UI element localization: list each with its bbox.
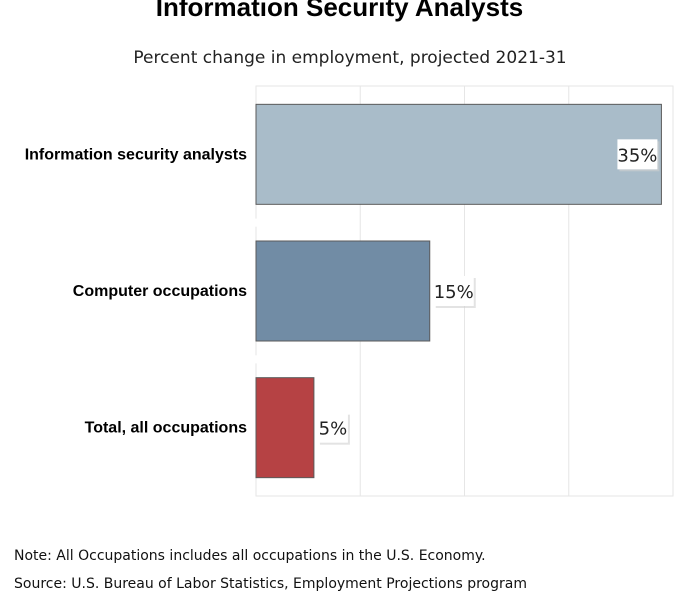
data-label: 5% <box>319 419 348 440</box>
data-label: 35% <box>617 145 657 166</box>
data-label-box <box>617 139 658 170</box>
data-label: 15% <box>434 282 474 303</box>
category-label: Computer occupations <box>73 283 247 300</box>
footnote-note: Note: All Occupations includes all occup… <box>14 548 486 564</box>
category-label: Total, all occupations <box>85 420 247 437</box>
bar-chart: Information security analysts 35% Computer… <box>25 85 674 497</box>
data-label-box <box>433 276 474 306</box>
footnote-source: Source: U.S. Bureau of Labor Statistics,… <box>14 576 527 592</box>
bar <box>255 377 315 479</box>
bar <box>255 240 431 342</box>
category-label: Information security analysts <box>25 146 247 163</box>
bar <box>255 103 662 205</box>
chart-subtitle: Percent change in employment, projected … <box>133 48 567 68</box>
data-label-box <box>317 412 348 443</box>
chart-title: Information Security Analysts <box>155 0 524 22</box>
